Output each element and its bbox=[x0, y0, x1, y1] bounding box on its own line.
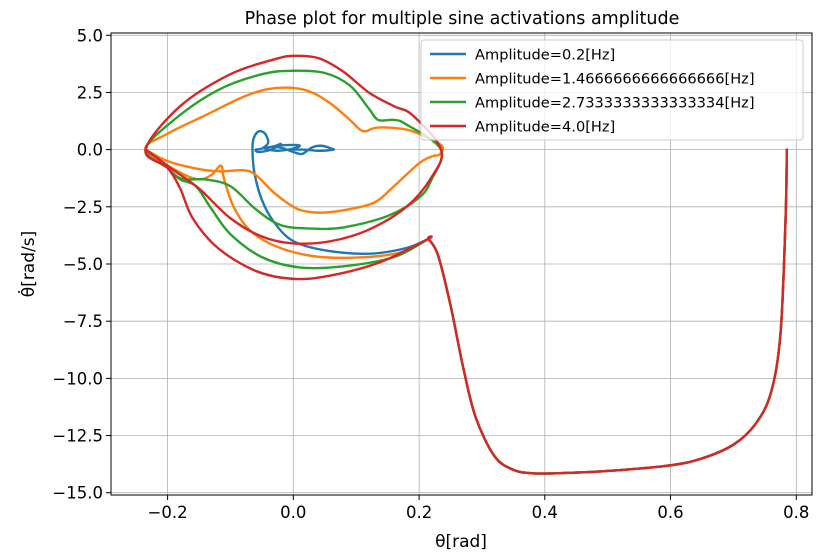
x-tick-label: −0.2 bbox=[148, 503, 188, 522]
series-layer bbox=[144, 54, 789, 475]
y-tick-label: −15.0 bbox=[52, 484, 103, 503]
x-tick-label: 0.2 bbox=[406, 503, 432, 522]
x-axis-ticks: −0.2 0.0 0.2 0.4 0.6 0.8 bbox=[148, 495, 809, 522]
y-axis-label: θ̇[rad/s] bbox=[16, 231, 39, 297]
y-axis-ticks: 5.0 2.5 0.0 −2.5 −5.0 −7.5 −10.0 −12.5 −15.0 bbox=[52, 26, 111, 503]
y-tick-label: −5.0 bbox=[63, 255, 103, 274]
legend-label-3: Amplitude=2.7333333333333334[Hz] bbox=[475, 95, 755, 112]
y-tick-label: 5.0 bbox=[77, 26, 103, 45]
series-line-4 bbox=[144, 54, 789, 475]
grid bbox=[111, 33, 812, 495]
x-axis-label: θ[rad] bbox=[435, 532, 487, 552]
legend-label-4: Amplitude=4.0[Hz] bbox=[475, 119, 615, 136]
y-tick-label: −7.5 bbox=[63, 312, 103, 331]
legend-box bbox=[420, 39, 804, 141]
chart-title: Phase plot for multiple sine activations… bbox=[245, 9, 680, 29]
y-tick-label: −10.0 bbox=[52, 369, 103, 388]
y-tick-label: 0.0 bbox=[77, 141, 103, 160]
x-tick-label: 0.4 bbox=[532, 503, 558, 522]
y-tick-label: 2.5 bbox=[77, 84, 103, 103]
y-tick-label: −12.5 bbox=[52, 427, 103, 446]
legend: Amplitude=0.2[Hz] Amplitude=1.46666666666… bbox=[420, 39, 804, 141]
x-tick-label: 0.6 bbox=[657, 503, 683, 522]
legend-label-1: Amplitude=0.2[Hz] bbox=[475, 47, 615, 64]
y-tick-label: −2.5 bbox=[63, 198, 103, 217]
legend-label-2: Amplitude=1.4666666666666666[Hz] bbox=[475, 71, 755, 88]
x-tick-label: 0.0 bbox=[280, 503, 306, 522]
x-tick-label: 0.8 bbox=[783, 503, 809, 522]
